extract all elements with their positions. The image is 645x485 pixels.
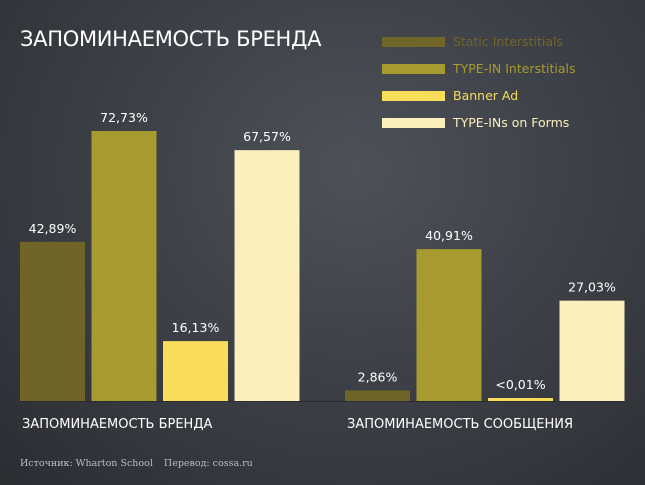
source-translation: Перевод: cossa.ru (163, 458, 253, 469)
data-label-0-3: 67,57% (243, 129, 291, 144)
legend-swatch-static (382, 36, 445, 47)
legend-label-forms: TYPE-INs on Forms (453, 115, 570, 130)
data-label-1-3: 27,03% (568, 280, 616, 295)
data-label-1-2: <0,01% (495, 377, 545, 392)
legend: Static Interstitials TYPE-IN Interstitia… (382, 28, 575, 136)
bar-0-1 (91, 131, 157, 401)
legend-item-static: Static Interstitials (382, 28, 575, 55)
legend-label-static: Static Interstitials (453, 34, 563, 49)
category-label-message: ЗАПОМИНАЕМОСТЬ СООБЩЕНИЯ (347, 417, 574, 432)
source-note: Источник: Wharton School Перевод: cossa.… (20, 458, 253, 469)
legend-swatch-forms (382, 117, 445, 128)
bar-0-2 (163, 341, 228, 401)
source-origin: Источник: Wharton School (20, 458, 153, 469)
bar-0-3 (234, 150, 300, 401)
legend-swatch-typein (382, 63, 445, 74)
bar-1-0 (345, 390, 410, 401)
data-label-0-1: 72,73% (100, 110, 148, 125)
bar-1-3 (559, 300, 625, 401)
bar-1-1 (416, 249, 482, 401)
data-label-0-2: 16,13% (172, 320, 220, 335)
data-label-1-0: 2,86% (358, 369, 398, 384)
bar-0-0 (20, 241, 85, 401)
legend-item-banner: Banner Ad (382, 82, 575, 109)
bar-1-2 (488, 398, 553, 401)
category-label-brand: ЗАПОМИНАЕМОСТЬ БРЕНДА (22, 417, 213, 432)
legend-swatch-banner (382, 90, 445, 101)
legend-label-typein: TYPE-IN Interstitials (453, 61, 576, 76)
legend-item-forms: TYPE-INs on Forms (382, 109, 575, 136)
legend-item-typein: TYPE-IN Interstitials (382, 55, 575, 82)
data-label-0-0: 42,89% (29, 221, 77, 236)
data-label-1-1: 40,91% (425, 228, 473, 243)
chart-title: ЗАПОМИНАЕМОСТЬ БРЕНДА (20, 27, 322, 51)
legend-label-banner: Banner Ad (453, 88, 519, 103)
